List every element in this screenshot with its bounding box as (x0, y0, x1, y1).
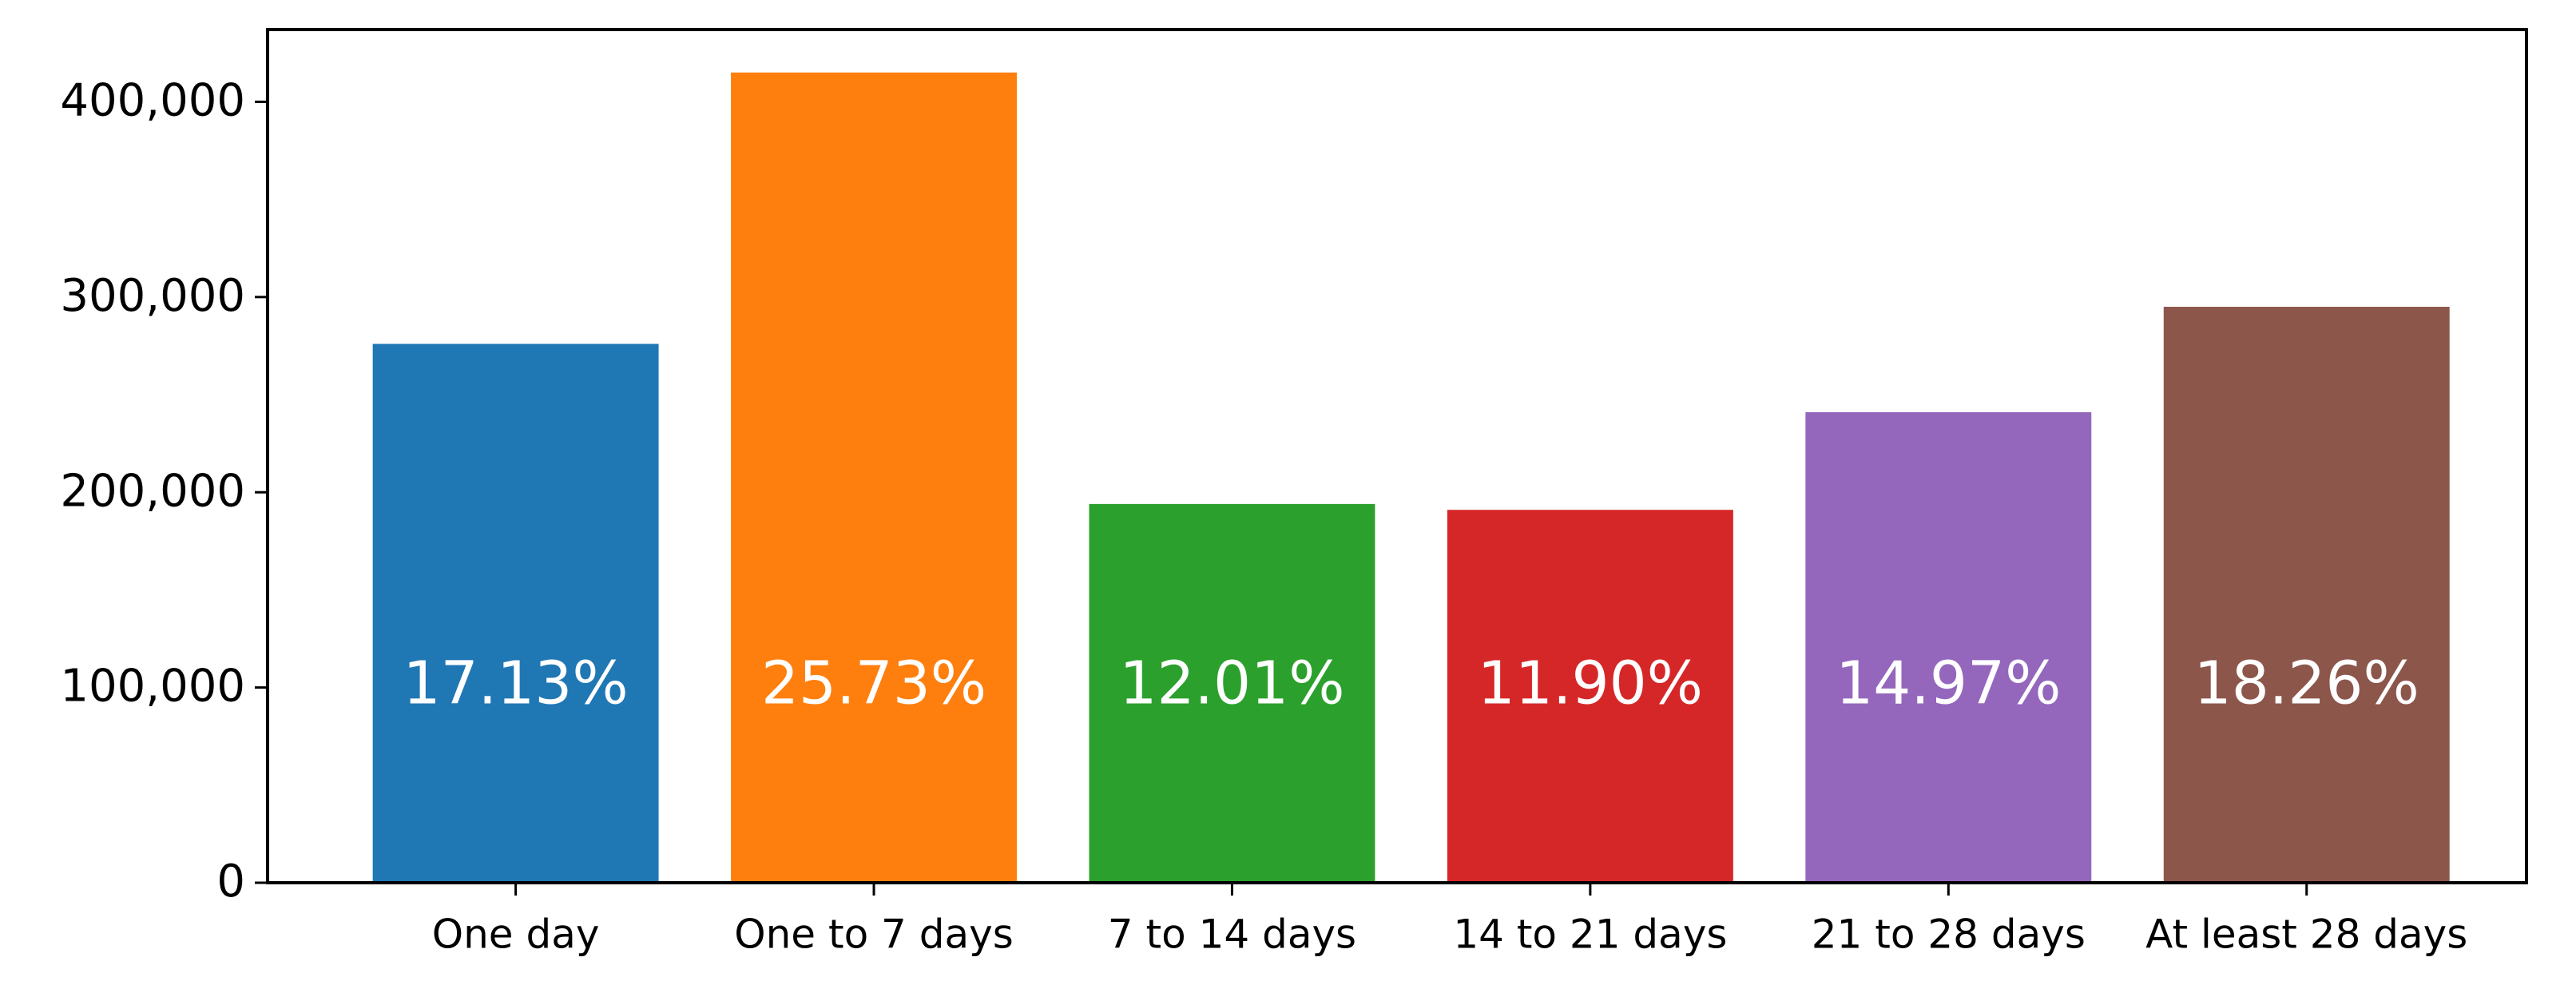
x-tick-label: 14 to 21 days (1453, 912, 1727, 958)
bar-label: 12.01% (1119, 649, 1344, 718)
x-tick-label: 7 to 14 days (1108, 912, 1356, 958)
y-tick-label: 300,000 (60, 270, 245, 322)
bar-label: 17.13% (403, 649, 629, 718)
bar (2163, 307, 2450, 883)
y-tick-label: 200,000 (60, 465, 245, 517)
bar (372, 344, 659, 883)
y-tick-label: 0 (216, 856, 245, 908)
bar-label: 11.90% (1478, 649, 1703, 718)
bar (1447, 510, 1733, 883)
x-tick-label: One day (432, 912, 600, 958)
x-tick-label: At least 28 days (2145, 912, 2467, 958)
y-tick-label: 400,000 (60, 75, 245, 127)
x-tick-label: One to 7 days (734, 912, 1014, 958)
bar (731, 72, 1017, 883)
x-tick-label: 21 to 28 days (1812, 912, 2086, 958)
bar-label: 14.97% (1836, 649, 2061, 718)
y-tick-label: 100,000 (60, 661, 245, 713)
bar (1089, 503, 1375, 883)
bar (1805, 412, 2092, 883)
plot-frame (266, 28, 2528, 884)
bar-label: 25.73% (761, 649, 986, 718)
bar-label: 18.26% (2194, 649, 2419, 718)
